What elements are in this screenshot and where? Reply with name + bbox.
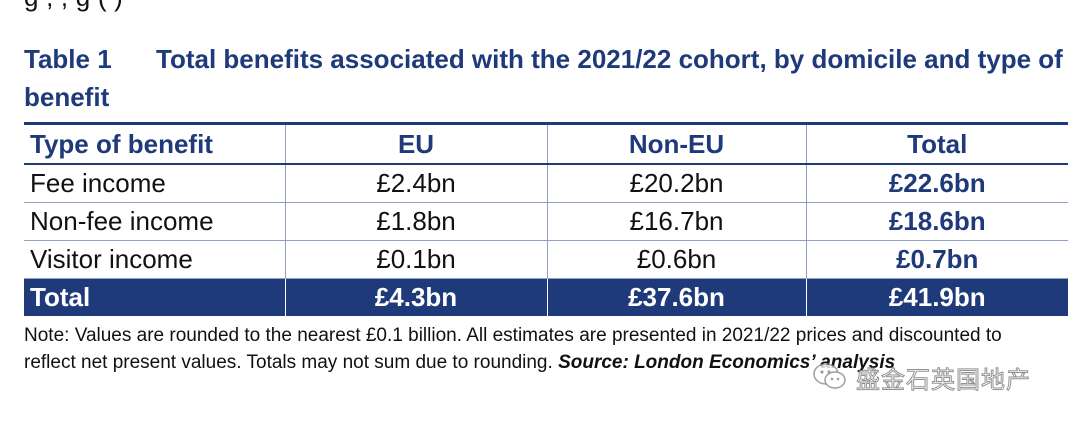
- watermark: 盛金石英国地产: [812, 360, 1031, 394]
- row-label: Non-fee income: [24, 202, 285, 241]
- cell-eu: £2.4bn: [284, 164, 547, 203]
- table-total-row: Total £4.3bn £37.6bn £41.9bn: [24, 278, 1068, 316]
- cell-total: £18.6bn: [805, 202, 1068, 241]
- total-eu: £4.3bn: [284, 278, 547, 316]
- total-total: £41.9bn: [805, 278, 1068, 316]
- header-eu: EU: [284, 123, 547, 165]
- header-total: Total: [805, 123, 1068, 165]
- previous-paragraph-fragment: g , , g ( ): [24, 0, 123, 13]
- header-type-of-benefit: Type of benefit: [24, 123, 285, 165]
- wechat-icon: [813, 363, 846, 389]
- cell-total: £0.7bn: [805, 240, 1068, 279]
- total-non-eu: £37.6bn: [546, 278, 806, 316]
- cell-non-eu: £0.6bn: [546, 240, 806, 279]
- table-title: Total benefits associated with the 2021/…: [24, 44, 1063, 112]
- table-row: Visitor income £0.1bn £0.6bn £0.7bn: [24, 240, 1068, 279]
- table-header-row: Type of benefit EU Non-EU Total: [24, 123, 1068, 165]
- row-label: Fee income: [24, 164, 285, 203]
- table-note: Note: Values are rounded to the nearest …: [24, 322, 1054, 376]
- table-caption: Table 1 Total benefits associated with th…: [24, 40, 1069, 116]
- cell-non-eu: £16.7bn: [546, 202, 806, 241]
- table-number: Table 1: [24, 44, 112, 74]
- note-text: Note: Values are rounded to the nearest …: [24, 325, 1002, 373]
- row-label: Visitor income: [24, 240, 285, 279]
- cell-eu: £1.8bn: [284, 202, 547, 241]
- benefits-table: Type of benefit EU Non-EU Total Fee inco…: [24, 122, 1068, 316]
- table-row: Non-fee income £1.8bn £16.7bn £18.6bn: [24, 202, 1068, 241]
- header-non-eu: Non-EU: [546, 123, 806, 165]
- watermark-text: 盛金石英国地产: [856, 365, 1031, 394]
- source-attribution: Source: London Economics’ analysis: [558, 352, 896, 373]
- table-row: Fee income £2.4bn £20.2bn £22.6bn: [24, 164, 1068, 203]
- cell-eu: £0.1bn: [284, 240, 547, 279]
- cell-total: £22.6bn: [805, 164, 1068, 203]
- total-row-label: Total: [24, 278, 285, 316]
- cell-non-eu: £20.2bn: [546, 164, 806, 203]
